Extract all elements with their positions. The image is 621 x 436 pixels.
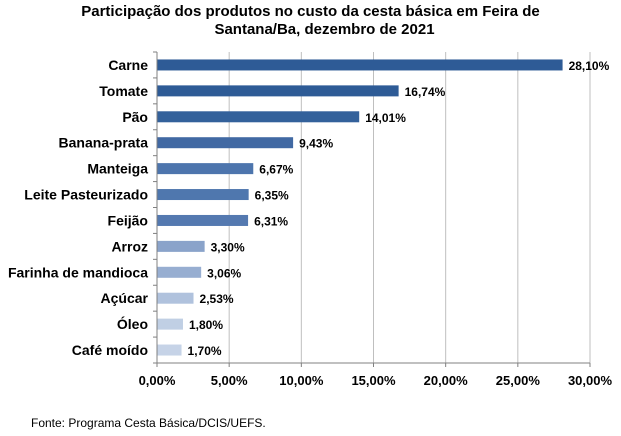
bar xyxy=(157,189,249,201)
x-tick-label: 25,00% xyxy=(496,373,541,388)
grid-lines xyxy=(228,52,591,363)
value-label: 6,31% xyxy=(254,214,288,228)
x-tick-label: 15,00% xyxy=(351,373,396,388)
category-label: Açúcar xyxy=(101,290,149,306)
bar xyxy=(157,318,183,330)
bar xyxy=(157,137,294,149)
x-tick-label: 20,00% xyxy=(424,373,469,388)
bar xyxy=(157,240,205,252)
bar xyxy=(157,266,202,278)
category-label: Pão xyxy=(122,109,148,125)
chart-title-line-1: Participação dos produtos no custo da ce… xyxy=(81,3,540,20)
value-label: 14,01% xyxy=(365,111,406,125)
chart-title: Participação dos produtos no custo da ce… xyxy=(0,3,621,39)
value-label: 16,74% xyxy=(405,85,446,99)
bar xyxy=(157,85,399,97)
value-label: 1,80% xyxy=(189,318,223,332)
value-label: 1,70% xyxy=(188,344,222,358)
category-label: Carne xyxy=(108,57,148,73)
bar xyxy=(157,59,563,71)
category-label: Farinha de mandioca xyxy=(8,264,148,280)
category-label: Banana-prata xyxy=(59,135,149,151)
x-tick-label: 10,00% xyxy=(279,373,324,388)
chart-title-line-2: Santana/Ba, dezembro de 2021 xyxy=(214,21,435,38)
value-label: 3,30% xyxy=(211,240,245,254)
x-tick-label: 5,00% xyxy=(211,373,248,388)
value-label: 28,10% xyxy=(569,59,610,73)
category-label: Feijão xyxy=(108,212,148,228)
bars xyxy=(157,59,563,356)
bar xyxy=(157,344,182,356)
value-label: 6,67% xyxy=(259,163,293,177)
value-label: 9,43% xyxy=(299,137,333,151)
bar xyxy=(157,111,360,123)
x-tick-label: 0,00% xyxy=(139,373,176,388)
labels: 0,00% 5,00% 10,00% 15,00% 20,00% 25,00% 30,00%… xyxy=(8,57,613,388)
value-label: 2,53% xyxy=(200,292,234,306)
x-tick-label: 30,00% xyxy=(568,373,613,388)
category-label: Manteiga xyxy=(87,161,148,177)
category-label: Tomate xyxy=(99,83,148,99)
axes xyxy=(153,51,591,367)
category-label: Café moído xyxy=(72,342,148,358)
source-note: Fonte: Programa Cesta Básica/DCIS/UEFS. xyxy=(31,416,266,430)
bar xyxy=(157,214,249,226)
category-label: Óleo xyxy=(117,315,148,332)
value-label: 6,35% xyxy=(255,189,289,203)
category-label: Leite Pasteurizado xyxy=(24,187,148,203)
bar xyxy=(157,163,254,175)
category-label: Arroz xyxy=(111,238,148,254)
bar xyxy=(157,292,194,304)
value-label: 3,06% xyxy=(207,266,241,280)
